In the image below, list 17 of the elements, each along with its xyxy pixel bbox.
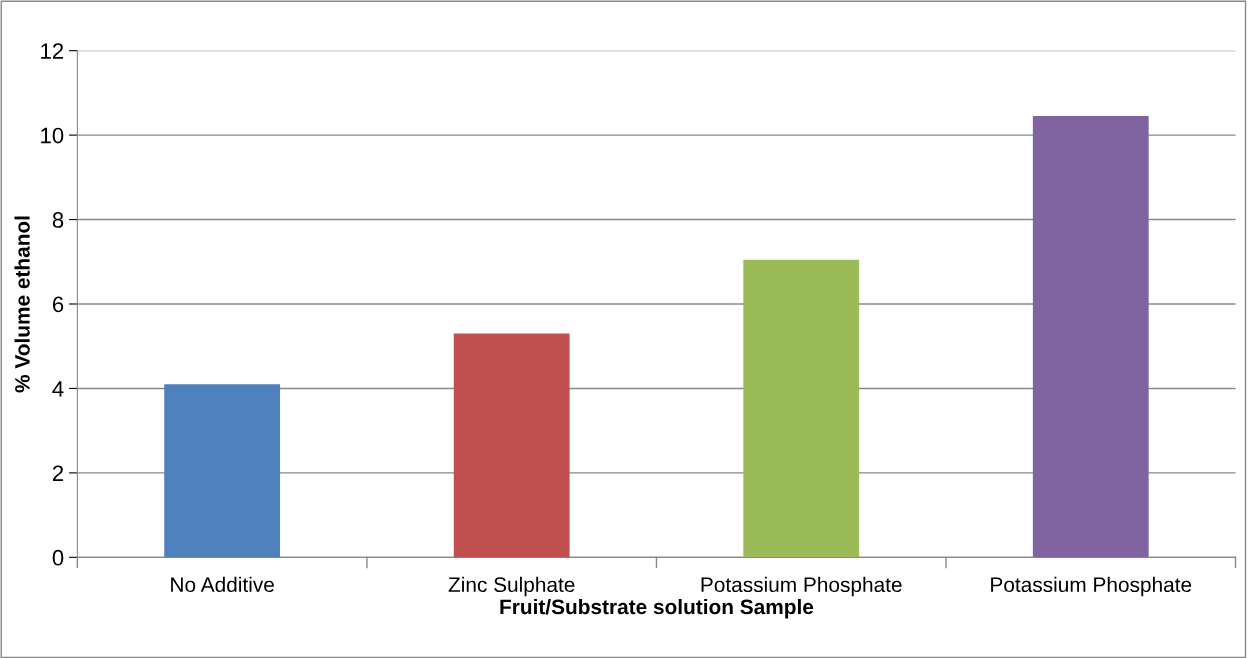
x-tick-label: Zinc Sulphate xyxy=(448,576,575,597)
bar xyxy=(164,384,281,558)
y-axis-title: % Volume ethanol xyxy=(14,216,30,393)
y-tick-label: 12 xyxy=(41,43,64,59)
x-tick-label: Potassium Phosphate xyxy=(991,576,1192,597)
y-tick-label: 0 xyxy=(52,549,64,566)
bar xyxy=(453,333,570,558)
x-tick-label: No Additive xyxy=(171,576,274,593)
bar xyxy=(743,259,860,558)
y-tick-label: 6 xyxy=(52,296,64,313)
bar xyxy=(1032,116,1149,558)
x-tick-label: Potassium Phosphate xyxy=(701,576,902,597)
y-tick-label: 10 xyxy=(41,127,64,144)
y-tick-label: 2 xyxy=(52,465,64,481)
x-axis-title: Fruit/Substrate solution Sample xyxy=(500,598,814,619)
y-tick-label: 8 xyxy=(52,212,64,228)
y-tick-label: 4 xyxy=(52,381,64,397)
